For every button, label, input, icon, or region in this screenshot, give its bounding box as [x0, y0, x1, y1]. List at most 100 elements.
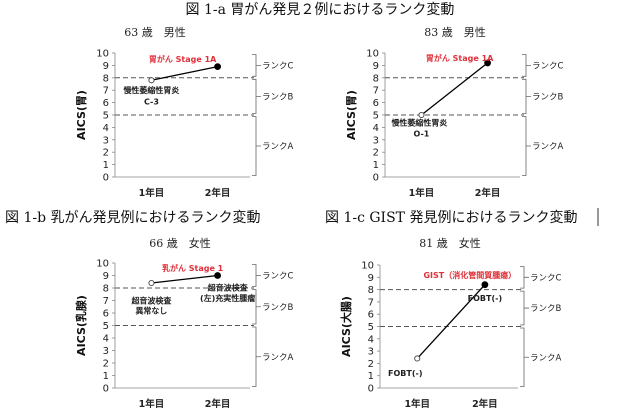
y-tick-label: 10 — [366, 49, 379, 60]
y-tick-label: 8 — [103, 284, 109, 295]
x-tick-label: 2年目 — [475, 187, 501, 199]
data-point-year1 — [418, 111, 425, 119]
data-point-year2 — [214, 63, 222, 71]
exam-annotation: (左)充実性腫瘤 — [200, 293, 255, 303]
rank-label: ランクC — [532, 61, 564, 71]
x-tick-label: 1年目 — [409, 187, 435, 199]
figure-title-1c: 図 1-c GIST 発見例におけるランク変動 — [325, 209, 577, 226]
y-tick-label: 8 — [373, 73, 379, 84]
y-tick-label: 2 — [373, 148, 379, 159]
rank-label: ランクC — [262, 272, 294, 282]
series-line — [151, 66, 218, 81]
y-tick-label: 10 — [96, 259, 109, 270]
y-tick-label: 3 — [368, 347, 374, 358]
diagnosis-annotation: 胃がん Stage 1A — [149, 54, 217, 64]
rank-bracket — [252, 54, 261, 77]
rank-bracket — [522, 116, 531, 176]
y-tick-label: 5 — [368, 322, 374, 333]
series-line — [416, 284, 486, 359]
rank-bracket — [252, 289, 261, 325]
exam-annotation: 慢性萎縮性胃炎 — [123, 85, 179, 95]
rank-label: ランクB — [530, 304, 562, 314]
data-point-year2 — [214, 272, 222, 279]
y-tick-label: 1 — [368, 371, 374, 382]
y-tick-label: 8 — [368, 285, 374, 296]
y-tick-label: 6 — [103, 309, 109, 320]
rank-bracket — [252, 116, 261, 176]
y-tick-label: 6 — [368, 310, 374, 321]
x-tick-label: 1年目 — [139, 398, 165, 410]
y-tick-label: 4 — [103, 334, 109, 345]
y-axis-label: AICS(胃) — [345, 90, 358, 140]
y-tick-label: 3 — [103, 135, 109, 146]
y-tick-label: 5 — [103, 111, 109, 122]
exam-annotation: C-3 — [144, 97, 159, 106]
rank-bracket — [522, 54, 531, 77]
data-point-year1 — [148, 279, 155, 287]
y-axis-label: AICS(大腸) — [339, 296, 353, 357]
rank-bracket — [252, 326, 261, 387]
rank-bracket — [520, 290, 529, 326]
rank-label: ランクC — [530, 273, 562, 283]
y-tick-label: 4 — [103, 123, 109, 134]
figure-title-1b: 図 1-b 乳がん発見例におけるランク変動 — [5, 209, 261, 226]
chart-subtitle: 83 歳 男性 — [424, 25, 486, 39]
y-axis-label: AICS(乳腺) — [74, 295, 88, 356]
chart-3: 66 歳 女性 0 12 34 56 78 910 1年目 2年目 AICS(乳腺) ランクC ランク… — [74, 236, 294, 410]
y-tick-label: 6 — [103, 98, 109, 109]
y-tick-label: 10 — [361, 261, 374, 272]
rank-bracket — [252, 264, 261, 287]
data-point-year1 — [148, 77, 155, 84]
y-tick-label: 0 — [368, 384, 374, 395]
exam-annotation: O-1 — [414, 130, 430, 139]
data-point-year1 — [414, 355, 421, 362]
exam-annotation: 超音波検査 — [130, 296, 172, 306]
rank-bracket — [522, 78, 531, 114]
diagnosis-annotation: 胃がん Stage 1A — [426, 53, 494, 63]
figure-title-1a: 図 1-a 胃がん発見２例におけるランク変動 — [186, 1, 455, 18]
series-line — [151, 274, 218, 284]
exam-annotation: FOBT(-) — [468, 294, 502, 303]
y-tick-label: 1 — [373, 160, 379, 171]
y-tick-label: 2 — [103, 148, 109, 159]
y-tick-label: 5 — [103, 321, 109, 332]
rank-label: ランクB — [532, 92, 564, 102]
y-tick-label: 0 — [103, 173, 109, 184]
chart-subtitle: 66 歳 女性 — [149, 236, 211, 250]
rank-label: ランクA — [530, 353, 562, 363]
y-tick-label: 9 — [103, 271, 109, 282]
series-line — [421, 62, 489, 116]
rank-label: ランクA — [262, 142, 294, 152]
chart-subtitle: 81 歳 女性 — [419, 236, 481, 250]
y-tick-label: 9 — [368, 273, 374, 284]
rank-label: ランクA — [532, 142, 564, 152]
y-tick-label: 3 — [103, 346, 109, 357]
y-tick-label: 1 — [103, 160, 109, 171]
y-tick-label: 7 — [103, 86, 109, 97]
rank-label: ランクB — [262, 303, 294, 313]
diagnosis-annotation: 乳がん Stage 1 — [162, 263, 224, 273]
x-tick-label: 2年目 — [472, 398, 498, 410]
rank-label: ランクC — [262, 61, 294, 71]
y-tick-label: 4 — [368, 334, 374, 345]
x-tick-label: 2年目 — [205, 187, 231, 199]
y-tick-label: 7 — [373, 86, 379, 97]
rank-bracket — [520, 266, 529, 289]
x-tick-label: 1年目 — [139, 187, 165, 199]
y-tick-label: 9 — [373, 61, 379, 72]
diagnosis-annotation: GIST（消化管間質腫瘍） — [423, 270, 516, 280]
y-tick-label: 4 — [373, 123, 379, 134]
y-tick-label: 0 — [373, 173, 379, 184]
y-tick-label: 7 — [103, 296, 109, 307]
data-point-year2 — [484, 59, 491, 67]
y-tick-label: 10 — [96, 49, 109, 60]
exam-annotation: 超音波検査 — [207, 282, 249, 292]
exam-annotation: 異常なし — [135, 306, 167, 316]
exam-annotation: 慢性萎縮性胃炎 — [391, 117, 447, 127]
rank-label: ランクB — [262, 92, 294, 102]
y-tick-label: 9 — [103, 61, 109, 72]
rank-bracket — [252, 78, 261, 114]
